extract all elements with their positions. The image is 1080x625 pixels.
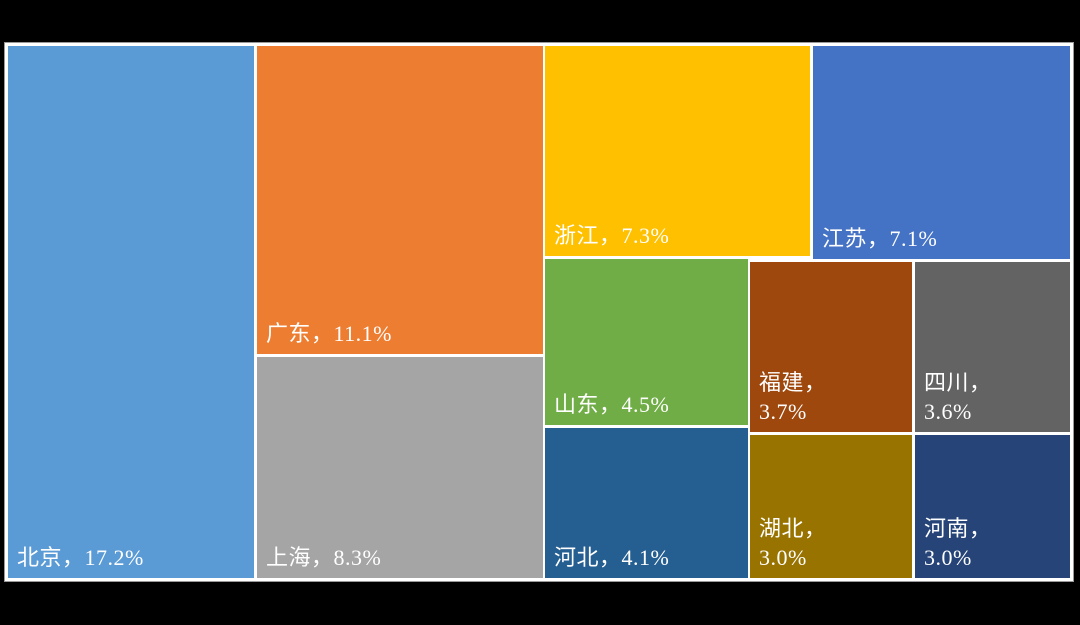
treemap-cell-henan: 河南， 3.0% xyxy=(915,435,1070,578)
treemap-cell-guangdong: 广东，11.1% xyxy=(257,46,543,354)
data-label-hubei: 湖北， 3.0% xyxy=(759,515,827,570)
data-label-zhejiang: 浙江，7.3% xyxy=(554,222,670,248)
data-label-shanghai: 上海，8.3% xyxy=(266,544,382,570)
data-label-hebei: 河北，4.1% xyxy=(554,544,670,570)
treemap-cell-zhejiang: 浙江，7.3% xyxy=(545,46,810,256)
treemap-cell-shanghai: 上海，8.3% xyxy=(257,357,543,578)
treemap-cell-hubei: 湖北， 3.0% xyxy=(750,435,912,578)
data-label-jiangsu: 江苏，7.1% xyxy=(822,225,938,251)
data-label-fujian: 福建， 3.7% xyxy=(759,369,827,424)
treemap-cell-fujian: 福建， 3.7% xyxy=(750,262,912,432)
treemap-cell-hebei: 河北，4.1% xyxy=(545,428,748,578)
data-label-henan: 河南， 3.0% xyxy=(924,515,992,570)
data-label-shandong: 山东，4.5% xyxy=(554,391,670,417)
treemap-cell-jiangsu: 江苏，7.1% xyxy=(813,46,1070,259)
treemap-plot-area: 北京，17.2% 广东，11.1% 上海，8.3% 浙江，7.3% 江苏，7.1… xyxy=(8,46,1070,578)
data-label-guangdong: 广东，11.1% xyxy=(266,320,393,346)
treemap-cell-beijing: 北京，17.2% xyxy=(8,46,254,578)
data-label-beijing: 北京，17.2% xyxy=(17,544,144,570)
treemap-cell-shandong: 山东，4.5% xyxy=(545,259,748,425)
data-label-sichuan: 四川， 3.6% xyxy=(924,369,992,424)
treemap-cell-sichuan: 四川， 3.6% xyxy=(915,262,1070,432)
